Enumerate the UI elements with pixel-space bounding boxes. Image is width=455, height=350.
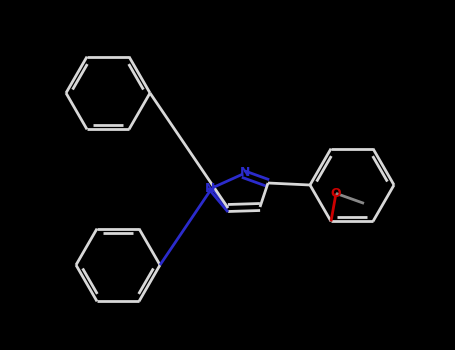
Text: N: N [205,182,215,196]
Text: O: O [331,187,341,200]
Text: N: N [240,167,250,180]
